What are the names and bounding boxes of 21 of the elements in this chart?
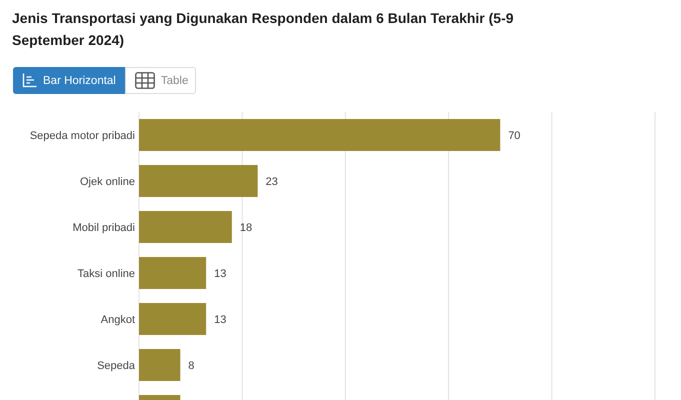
data-label: 18 [240,222,252,234]
chart-title: Jenis Transportasi yang Digunakan Responden dalam 6 Bulan Terakhir (5-9 September 2024) [12,9,515,50]
y-tick-label: Taksi online [78,268,135,280]
chart-view-button: Bar Horizontal [13,67,125,94]
y-tick-label: Sepeda motor pribadi [30,130,135,142]
bar [139,349,180,381]
data-label: 13 [214,314,226,326]
bar [139,257,206,289]
y-tick-label: Angkot [100,314,135,326]
bar [139,165,258,197]
data-label: 13 [214,268,226,280]
data-label: 8 [188,360,194,372]
y-tick-label: Ojek online [80,176,135,188]
data-label: 23 [266,176,278,188]
bar [139,211,232,243]
y-tick-label: Sepeda [97,360,136,372]
table-view-button: Table [124,67,196,94]
data-label: 70 [508,130,520,142]
bar [139,303,206,335]
y-tick-label: Mobil pribadi [72,222,135,234]
bar [139,119,500,151]
